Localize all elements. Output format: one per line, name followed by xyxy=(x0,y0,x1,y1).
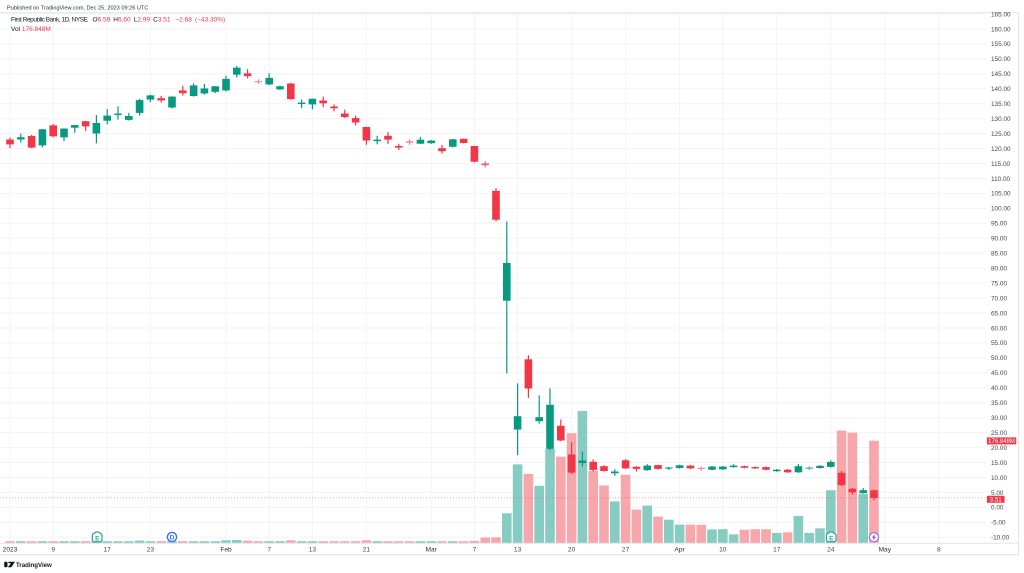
svg-text:65.00: 65.00 xyxy=(991,310,1007,317)
svg-text:10.00: 10.00 xyxy=(991,475,1007,482)
svg-text:Apr: Apr xyxy=(674,547,685,554)
svg-text:150.00: 150.00 xyxy=(991,56,1011,63)
svg-text:100.00: 100.00 xyxy=(991,206,1011,213)
svg-text:176.848M: 176.848M xyxy=(988,439,1015,445)
svg-text:165.00: 165.00 xyxy=(991,11,1011,18)
svg-text:7: 7 xyxy=(473,547,477,554)
svg-text:E: E xyxy=(829,535,834,542)
svg-text:3.51: 3.51 xyxy=(990,496,1003,503)
svg-text:55.00: 55.00 xyxy=(991,340,1007,347)
svg-text:Vol 176.848M: Vol 176.848M xyxy=(11,26,51,33)
svg-text:70.00: 70.00 xyxy=(991,295,1007,302)
svg-text:115.00: 115.00 xyxy=(991,161,1011,168)
svg-text:80.00: 80.00 xyxy=(991,266,1007,273)
svg-text:17: 17 xyxy=(773,547,781,554)
svg-text:-10.00: -10.00 xyxy=(991,535,1010,542)
svg-text:155.00: 155.00 xyxy=(991,41,1011,48)
svg-text:24: 24 xyxy=(827,547,835,554)
svg-text:75.00: 75.00 xyxy=(991,280,1007,287)
svg-text:Mar: Mar xyxy=(426,547,438,554)
svg-text:8: 8 xyxy=(937,547,941,554)
svg-text:40.00: 40.00 xyxy=(991,385,1007,392)
svg-text:25.00: 25.00 xyxy=(991,430,1007,437)
svg-text:Feb: Feb xyxy=(220,547,232,554)
svg-text:140.00: 140.00 xyxy=(991,86,1011,93)
svg-text:145.00: 145.00 xyxy=(991,71,1011,78)
svg-text:120.00: 120.00 xyxy=(991,146,1011,153)
svg-text:23: 23 xyxy=(147,547,155,554)
svg-text:50.00: 50.00 xyxy=(991,355,1007,362)
svg-text:135.00: 135.00 xyxy=(991,101,1011,108)
svg-text:35.00: 35.00 xyxy=(991,400,1007,407)
svg-text:7: 7 xyxy=(267,547,271,554)
svg-text:110.00: 110.00 xyxy=(991,176,1011,183)
svg-text:27: 27 xyxy=(622,547,630,554)
svg-text:95.00: 95.00 xyxy=(991,221,1007,228)
svg-text:160.00: 160.00 xyxy=(991,26,1011,33)
svg-text:First Republic Bank, 1D, NYSE: First Republic Bank, 1D, NYSE O6.59 H6.6… xyxy=(11,16,225,23)
svg-text:45.00: 45.00 xyxy=(991,370,1007,377)
svg-text:21: 21 xyxy=(363,547,371,554)
svg-text:May: May xyxy=(879,547,892,554)
svg-text:5.00: 5.00 xyxy=(991,490,1004,497)
svg-text:20: 20 xyxy=(568,547,576,554)
svg-text:90.00: 90.00 xyxy=(991,236,1007,243)
svg-text:13: 13 xyxy=(514,547,522,554)
svg-text:105.00: 105.00 xyxy=(991,191,1011,198)
svg-text:-5.00: -5.00 xyxy=(991,520,1006,527)
svg-text:130.00: 130.00 xyxy=(991,116,1011,123)
svg-text:60.00: 60.00 xyxy=(991,325,1007,332)
svg-text:13: 13 xyxy=(309,547,317,554)
svg-text:2023: 2023 xyxy=(3,547,18,554)
svg-text:20.00: 20.00 xyxy=(991,445,1007,452)
svg-text:17: 17 xyxy=(104,547,112,554)
svg-text:30.00: 30.00 xyxy=(991,415,1007,422)
svg-text:125.00: 125.00 xyxy=(991,131,1011,138)
svg-text:D: D xyxy=(170,535,175,542)
svg-text:Published on TradingView.com,: Published on TradingView.com, Dec 25, 20… xyxy=(7,5,148,11)
svg-text:0.00: 0.00 xyxy=(991,505,1004,512)
svg-text:15.00: 15.00 xyxy=(991,460,1007,467)
svg-text:85.00: 85.00 xyxy=(991,251,1007,258)
svg-text:E: E xyxy=(95,535,100,542)
svg-text:TradingView: TradingView xyxy=(16,562,52,569)
svg-text:10: 10 xyxy=(719,547,727,554)
svg-text:9: 9 xyxy=(51,547,55,554)
